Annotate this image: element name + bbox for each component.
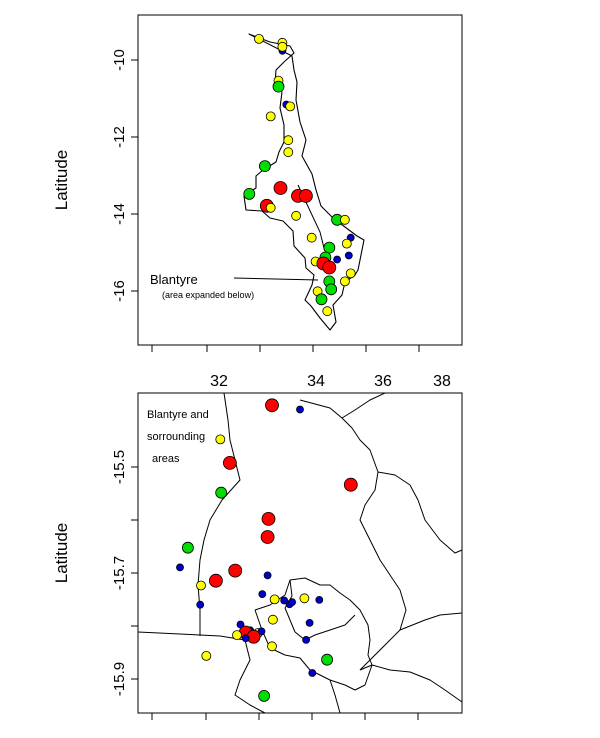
blue-site-marker [333, 255, 342, 264]
callout-line [233, 277, 319, 281]
green-site-marker [315, 293, 328, 306]
yellow-site-marker [267, 641, 277, 652]
blue-site-marker [196, 600, 205, 609]
red-site-marker [260, 530, 275, 544]
blue-site-marker [315, 596, 324, 604]
bottom-map-frame [137, 392, 463, 714]
red-site-marker [265, 398, 279, 413]
callout-sublabel: (area expanded below) [162, 290, 254, 300]
area-annotation-line: sorrounding [147, 431, 205, 443]
blue-site-marker [288, 598, 297, 606]
green-site-marker [215, 486, 228, 499]
yellow-site-marker [283, 135, 294, 146]
yellow-site-marker [196, 580, 206, 591]
yellow-site-marker [291, 210, 302, 221]
top-y-axis-title: Latitude [52, 150, 71, 211]
top-map: Blantyre (area expanded below) -10 -12 -… [52, 14, 463, 352]
yellow-site-marker [339, 214, 350, 225]
area-annotation-line: areas [152, 453, 180, 465]
yellow-site-marker [283, 147, 294, 158]
yellow-site-marker [215, 434, 226, 445]
top-x-axis [151, 345, 420, 352]
blue-site-marker [344, 251, 353, 260]
red-site-marker [261, 512, 276, 526]
red-site-marker [273, 181, 288, 195]
blue-site-marker [305, 619, 314, 627]
yellow-site-marker [267, 614, 278, 625]
red-site-marker [343, 477, 358, 492]
red-site-marker [222, 455, 237, 470]
x-tick-label: 36 [374, 373, 392, 390]
bottom-y-axis [131, 466, 138, 680]
top-y-tick-label: -16 [111, 280, 128, 302]
yellow-site-marker [269, 594, 280, 605]
bottom-y-tick-label: -15.5 [111, 450, 128, 484]
blue-site-marker [308, 669, 317, 677]
green-site-marker [243, 187, 256, 200]
x-tick-label: 38 [433, 373, 451, 390]
yellow-site-marker [322, 306, 333, 317]
yellow-site-marker [254, 34, 264, 44]
area-annotation-line: Blantyre and [147, 409, 209, 421]
bottom-y-tick-label: -15.7 [111, 556, 128, 590]
blue-site-marker [241, 634, 250, 643]
green-site-marker [181, 541, 194, 554]
green-site-marker [258, 690, 271, 702]
malawi-outline [243, 33, 365, 331]
yellow-site-marker [285, 101, 296, 112]
top-y-tick-label: -10 [111, 49, 128, 71]
red-site-marker [322, 260, 337, 275]
green-site-marker [272, 80, 285, 93]
callout-label: Blantyre [150, 272, 198, 287]
yellow-site-marker [339, 276, 350, 287]
blue-site-marker [258, 590, 267, 598]
bottom-y-axis-title: Latitude [52, 523, 71, 584]
red-site-marker [298, 188, 313, 203]
yellow-site-marker [277, 41, 288, 52]
red-site-marker [228, 563, 243, 578]
blue-site-marker [176, 563, 184, 572]
top-y-axis [131, 59, 138, 292]
top-y-tick-label: -14 [111, 203, 128, 225]
x-tick-label: 32 [210, 373, 228, 390]
green-site-marker [325, 283, 338, 296]
yellow-site-marker [306, 232, 317, 243]
red-site-marker [208, 573, 223, 588]
blue-site-marker [280, 596, 289, 605]
bottom-map-points [176, 398, 358, 702]
bottom-y-tick-label: -15.9 [111, 662, 128, 696]
x-tick-label: 34 [307, 373, 325, 390]
yellow-site-marker [201, 651, 212, 661]
blue-site-marker [296, 405, 304, 414]
blue-site-marker [263, 571, 272, 580]
top-map-points [243, 34, 356, 317]
yellow-site-marker [345, 268, 356, 279]
yellow-site-marker [232, 630, 242, 640]
bottom-x-axis [151, 713, 419, 720]
yellow-site-marker [299, 593, 310, 604]
green-site-marker [258, 160, 271, 173]
blue-site-marker [302, 636, 311, 644]
yellow-site-marker [265, 202, 276, 213]
yellow-site-marker [265, 111, 276, 122]
top-y-tick-label: -12 [111, 126, 128, 148]
green-site-marker [323, 241, 336, 254]
bottom-map: Blantyre and sorrounding areas -15.5 -15… [52, 392, 463, 720]
top-map-frame [137, 14, 463, 346]
yellow-site-marker [341, 238, 352, 249]
green-site-marker [321, 653, 334, 666]
